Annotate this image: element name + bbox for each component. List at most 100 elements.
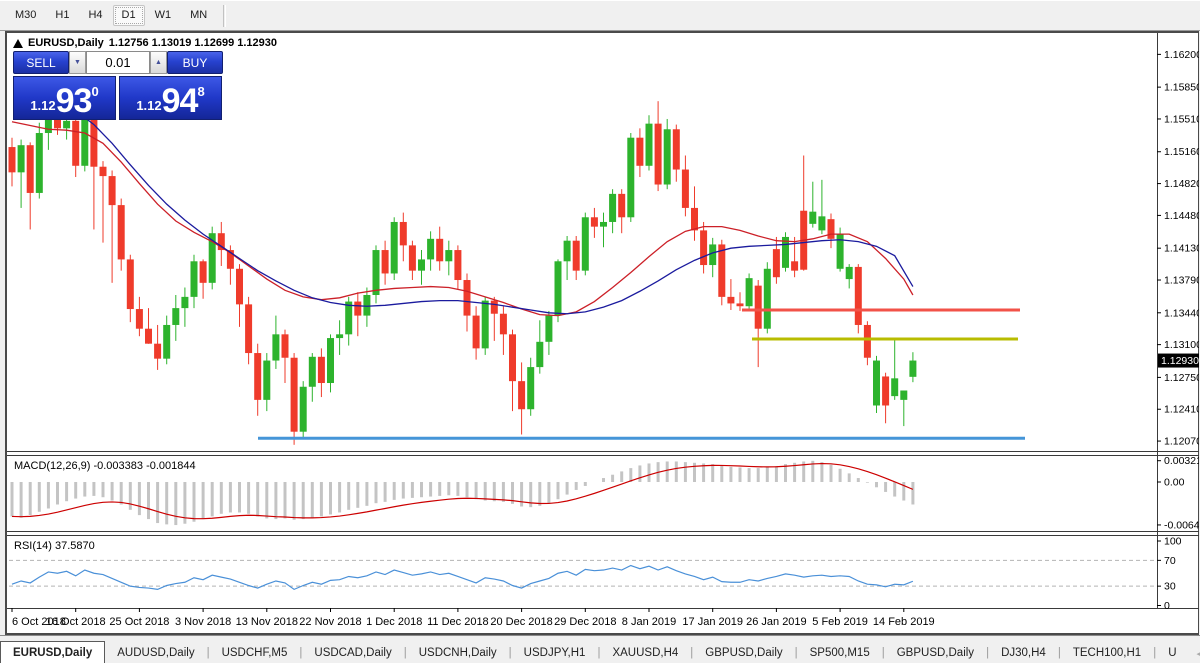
chart-tab-gbpusd-daily[interactable]: GBPUSD,Daily xyxy=(896,647,975,659)
tab-separator: | xyxy=(508,647,512,659)
svg-text:1.14820: 1.14820 xyxy=(1164,178,1199,190)
tab-separator: | xyxy=(1153,647,1157,659)
svg-text:29 Dec 2018: 29 Dec 2018 xyxy=(554,616,616,628)
collapse-panel-icon[interactable] xyxy=(13,38,23,48)
rsi-indicator-label: RSI(14) 37.5870 xyxy=(14,540,95,552)
one-click-trading-panel: SELL ▼ 0.01 ▲ BUY 1.12 93 0 1.12 94 8 xyxy=(13,51,225,120)
chart-tab-eurusd-daily[interactable]: EURUSD,Daily xyxy=(0,641,106,663)
svg-text:8 Jan 2019: 8 Jan 2019 xyxy=(622,616,676,628)
svg-text:1.15850: 1.15850 xyxy=(1164,82,1199,94)
svg-text:0.003216: 0.003216 xyxy=(1164,455,1199,467)
svg-text:1.13100: 1.13100 xyxy=(1164,339,1199,351)
chart-tab-sp500-m15[interactable]: SP500,M15 xyxy=(809,647,870,659)
indicator-axes: 0.003216 0.00 -0.006485 100 70 30 0 xyxy=(1157,455,1199,612)
chart-tab-usdcnh-daily[interactable]: USDCNH,Daily xyxy=(418,647,497,659)
timeframe-button-h4[interactable]: H4 xyxy=(88,9,103,21)
lot-decrease-button[interactable]: ▼ xyxy=(69,51,86,74)
toolbar-separator xyxy=(223,4,227,27)
chart-tab-u[interactable]: U xyxy=(1168,647,1177,659)
price-axis: 1.16200 1.15850 1.15510 1.15160 1.14820 1.144… xyxy=(1157,49,1199,448)
sell-price-sup: 0 xyxy=(91,84,99,99)
timeframe-button-h1[interactable]: H1 xyxy=(55,9,70,21)
svg-text:0: 0 xyxy=(1164,600,1170,612)
chart-title: EURUSD,Daily 1.12756 1.13019 1.12699 1.1… xyxy=(13,37,277,49)
svg-text:1 Dec 2018: 1 Dec 2018 xyxy=(366,616,422,628)
svg-text:1.13790: 1.13790 xyxy=(1164,275,1199,287)
svg-text:1.13440: 1.13440 xyxy=(1164,307,1199,319)
tab-separator: | xyxy=(403,647,407,659)
chart-tab-audusd-daily[interactable]: AUDUSD,Daily xyxy=(117,647,195,659)
svg-text:100: 100 xyxy=(1164,536,1182,548)
lot-increase-button[interactable]: ▲ xyxy=(150,51,167,74)
buy-button[interactable]: BUY xyxy=(167,51,223,74)
ma-fast-line xyxy=(11,121,914,317)
svg-text:20 Dec 2018: 20 Dec 2018 xyxy=(490,616,552,628)
svg-text:26 Jan 2019: 26 Jan 2019 xyxy=(746,616,807,628)
svg-text:1.14130: 1.14130 xyxy=(1164,243,1199,255)
sell-price-big: 93 xyxy=(55,82,93,121)
tab-scroll-arrows: ◄► xyxy=(1189,649,1200,663)
timeframe-button-d1[interactable]: D1 xyxy=(112,5,145,26)
svg-text:3 Nov 2018: 3 Nov 2018 xyxy=(175,616,231,628)
svg-text:1.14480: 1.14480 xyxy=(1164,210,1199,222)
chart-tab-usdchf-m5[interactable]: USDCHF,M5 xyxy=(221,647,288,659)
tab-separator: | xyxy=(1057,647,1061,659)
svg-text:1.15510: 1.15510 xyxy=(1164,113,1199,125)
timeframe-toolbar: M30 H1 H4 D1 W1 MN xyxy=(0,0,1200,31)
buy-price-big: 94 xyxy=(161,82,199,121)
tab-separator: | xyxy=(881,647,885,659)
svg-text:1.12070: 1.12070 xyxy=(1164,436,1199,448)
chart-tab-dj30-h4[interactable]: DJ30,H4 xyxy=(1001,647,1046,659)
chart-tab-xauusd-h4[interactable]: XAUUSD,H4 xyxy=(612,647,679,659)
tab-separator: | xyxy=(986,647,990,659)
chart-symbol-label: EURUSD,Daily xyxy=(28,37,104,49)
macd-indicator-label: MACD(12,26,9) -0.003383 -0.001844 xyxy=(14,460,196,472)
tab-separator: | xyxy=(794,647,798,659)
chart-window[interactable]: 1.16200 1.15850 1.15510 1.15160 1.14820 1.144… xyxy=(5,31,1199,635)
current-price-badge xyxy=(1158,353,1199,368)
tab-separator: | xyxy=(299,647,303,659)
buy-price-button[interactable]: 1.12 94 8 xyxy=(119,76,222,120)
svg-text:5 Feb 2019: 5 Feb 2019 xyxy=(812,616,868,628)
ohlc-values: 1.12756 1.13019 1.12699 1.12930 xyxy=(108,37,278,49)
svg-text:17 Jan 2019: 17 Jan 2019 xyxy=(682,616,743,628)
rsi-pane[interactable] xyxy=(9,559,1155,591)
svg-text:1.16200: 1.16200 xyxy=(1164,49,1199,61)
chart-tab-gbpusd-daily[interactable]: GBPUSD,Daily xyxy=(705,647,783,659)
timeframe-button-w1[interactable]: W1 xyxy=(154,9,172,21)
svg-text:-0.006485: -0.006485 xyxy=(1164,519,1199,531)
spin-down-icon: ▼ xyxy=(74,59,81,66)
timeframe-button-m30[interactable]: M30 xyxy=(15,9,37,21)
tab-separator: | xyxy=(597,647,601,659)
tabs-scroll-left-button[interactable]: ◄ xyxy=(1194,649,1200,660)
tab-separator: | xyxy=(206,647,210,659)
macd-pane[interactable] xyxy=(10,460,915,526)
svg-text:11 Dec 2018: 11 Dec 2018 xyxy=(427,616,489,628)
timeframe-button-mn[interactable]: MN xyxy=(190,9,208,21)
chart-tab-bar: EURUSD,Daily AUDUSD,Daily | USDCHF,M5 | USDCA… xyxy=(0,635,1200,663)
chart-tab-usdjpy-h1[interactable]: USDJPY,H1 xyxy=(523,647,586,659)
spin-up-icon: ▲ xyxy=(155,59,162,66)
svg-text:70: 70 xyxy=(1164,555,1176,567)
svg-text:1.12410: 1.12410 xyxy=(1164,404,1199,416)
chart-canvas[interactable]: 1.16200 1.15850 1.15510 1.15160 1.14820 1.144… xyxy=(7,33,1199,633)
svg-text:1.12930: 1.12930 xyxy=(1161,355,1199,367)
buy-price-sup: 8 xyxy=(197,84,205,99)
sell-price-button[interactable]: 1.12 93 0 xyxy=(13,76,116,120)
price-pane[interactable] xyxy=(8,92,1026,445)
svg-text:16 Oct 2018: 16 Oct 2018 xyxy=(46,616,106,628)
sell-button[interactable]: SELL xyxy=(13,51,69,74)
svg-text:25 Oct 2018: 25 Oct 2018 xyxy=(109,616,169,628)
rsi-line xyxy=(11,564,914,591)
chart-tab-usdcad-daily[interactable]: USDCAD,Daily xyxy=(314,647,392,659)
svg-text:6 Oct 2018: 6 Oct 2018 xyxy=(12,616,66,628)
sell-price-prefix: 1.12 xyxy=(30,98,56,113)
svg-text:22 Nov 2018: 22 Nov 2018 xyxy=(299,616,361,628)
svg-text:1.15160: 1.15160 xyxy=(1164,146,1199,158)
chart-tab-tech100-h1[interactable]: TECH100,H1 xyxy=(1072,647,1142,659)
svg-text:0.00: 0.00 xyxy=(1164,477,1185,489)
lot-size-input[interactable]: 0.01 xyxy=(86,51,150,74)
macd-signal-line xyxy=(11,462,914,520)
